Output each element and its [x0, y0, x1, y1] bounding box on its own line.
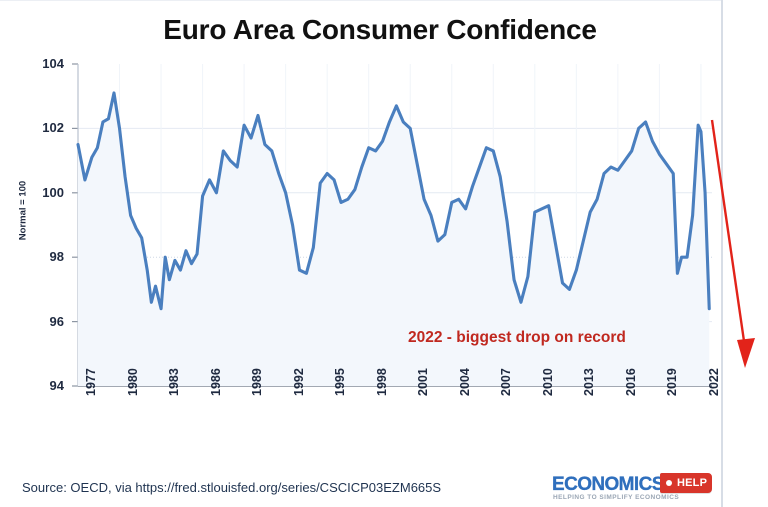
x-tick-1992: 1992: [291, 368, 306, 396]
y-tick-104: 104: [42, 56, 64, 71]
source-caption: Source: OECD, via https://fred.stlouisfe…: [22, 480, 442, 495]
x-tick-2004: 2004: [457, 368, 472, 396]
y-tick-100: 100: [42, 184, 64, 200]
x-tick-2016: 2016: [623, 368, 638, 396]
annotation-biggest-drop: 2022 - biggest drop on record: [408, 329, 626, 346]
series-line: [76, 91, 711, 311]
axis-ticks: [72, 63, 78, 387]
y-tick-98: 98: [49, 249, 64, 265]
logo-wordmark: ECONOMICS: [552, 474, 665, 495]
x-tick-2019: 2019: [665, 368, 680, 396]
x-tick-1995: 1995: [333, 368, 348, 396]
x-tick-2007: 2007: [499, 368, 514, 396]
red-trend-arrow: [710, 119, 755, 368]
x-tick-2013: 2013: [582, 368, 597, 396]
logo-tag-hole: [666, 480, 672, 486]
y-tick-94: 94: [49, 378, 64, 393]
logo-tag-shape: HELP: [660, 473, 712, 493]
x-tick-2022: 2022: [706, 368, 721, 396]
x-tick-1998: 1998: [374, 368, 389, 396]
page-title: Euro Area Consumer Confidence: [163, 14, 597, 45]
x-tick-2001: 2001: [416, 368, 431, 396]
x-tick-1980: 1980: [125, 368, 140, 396]
x-tick-1983: 1983: [167, 368, 182, 396]
top-border: [0, 0, 722, 1]
x-tick-2010: 2010: [540, 368, 555, 396]
right-border: [721, 0, 723, 507]
economics-help-logo: ECONOMICS HELP HELPING TO SIMPLIFY ECONO…: [552, 473, 712, 504]
x-tick-1989: 1989: [250, 368, 265, 396]
x-tick-1977: 1977: [84, 368, 98, 396]
y-tick-102: 102: [42, 120, 64, 136]
x-tick-1986: 1986: [208, 368, 223, 396]
logo-tag-label: HELP: [677, 477, 708, 489]
logo-tagline: HELPING TO SIMPLIFY ECONOMICS: [553, 494, 680, 501]
y-tick-96: 96: [49, 313, 64, 329]
